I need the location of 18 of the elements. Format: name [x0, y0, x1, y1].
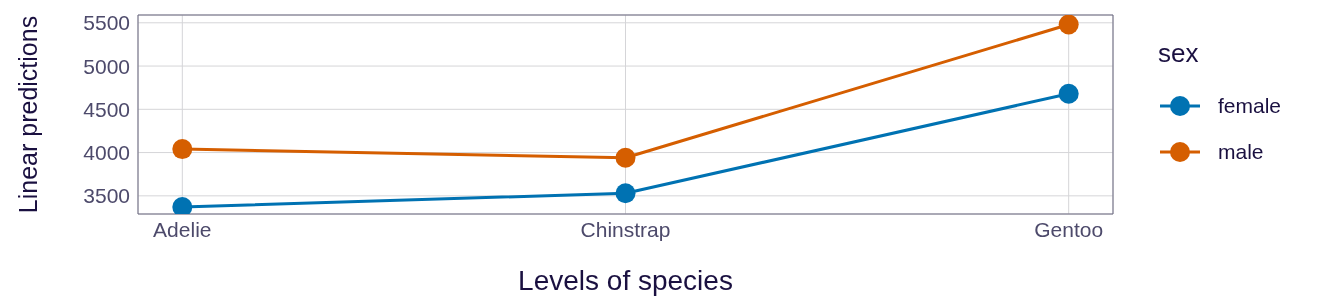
point [1058, 83, 1079, 104]
y-tick-label: 4000 [83, 141, 130, 165]
y-tick-label: 4500 [83, 97, 130, 121]
point [1058, 15, 1079, 35]
y-axis-title: Linear predictions [13, 15, 42, 214]
point [615, 183, 636, 204]
y-tick-label: 5500 [83, 11, 130, 35]
legend-label: male [1218, 140, 1264, 164]
legend-title: sex [1158, 38, 1200, 69]
point [615, 147, 636, 168]
x-axis-title: Levels of species [518, 265, 733, 296]
point [172, 139, 193, 160]
y-tick-label: 5000 [83, 54, 130, 78]
x-tick-label: Gentoo [1034, 217, 1104, 241]
x-tick-label: Chinstrap [580, 217, 671, 241]
y-tick-label: 3500 [83, 184, 130, 208]
legend-label: female [1218, 94, 1282, 118]
x-tick-label: Adelie [153, 217, 212, 241]
